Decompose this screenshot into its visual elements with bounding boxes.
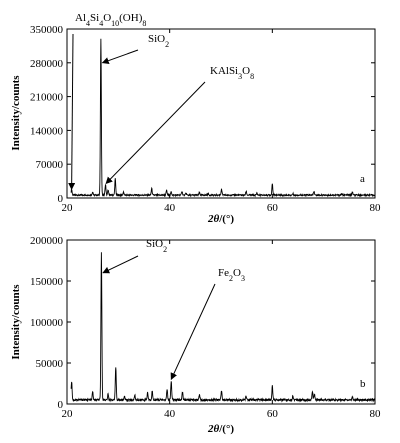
panel-b-x-ticks: 20 40 60 80 [62, 240, 382, 420]
panel-a-x-axis-symbol: 2θ [207, 213, 220, 225]
peak-annotation-label: SiO2 [146, 238, 167, 254]
annotation-text: SiO [148, 33, 165, 45]
y-tick-label: 100000 [30, 317, 64, 329]
panel-a-frame [66, 28, 376, 199]
panel-a-pattern-line [70, 38, 376, 198]
panel-a-x-axis-unit: /(°) [218, 213, 234, 225]
x-tick-label: 80 [370, 202, 382, 214]
peak-annotation-label: SiO2 [148, 33, 169, 49]
annotation-text: O [233, 267, 241, 279]
panel-b-y-axis-label: Intensity/counts [10, 284, 22, 360]
panel-a-y-axis-label: Intensity/counts [10, 75, 22, 151]
peak-annotation-label: KAlSi3O8 [210, 65, 254, 81]
annotation-subscript: 4 [99, 19, 103, 28]
annotation-text: Al [75, 12, 86, 24]
panel-b-frame [66, 239, 376, 405]
annotation-subscript: 8 [142, 19, 146, 28]
y-tick-label: 0 [58, 193, 64, 205]
peak-annotation-label: Al4Si4O10(OH)8 [75, 12, 146, 28]
annotation-subscript: 2 [229, 274, 233, 283]
annotation-subscript: 2 [163, 245, 167, 254]
annotation-arrow [170, 283, 216, 381]
x-tick-label: 40 [164, 202, 176, 214]
annotation-arrow [105, 81, 206, 185]
panel-b-y-ticks: 0 50000 100000 150000 200000 [30, 235, 375, 411]
panel-a-y-ticks: 0 70000 140000 210000 280000 350000 [30, 24, 375, 205]
annotation-subscript: 2 [165, 40, 169, 49]
annotation-arrow [101, 49, 139, 64]
y-tick-label: 280000 [30, 58, 64, 70]
panel-a-label: a [360, 173, 365, 185]
panel-a-x-ticks: 20 40 60 80 [62, 29, 382, 214]
y-tick-label: 0 [58, 399, 64, 411]
annotation-arrow [102, 255, 139, 274]
annotation-subscript: 8 [250, 72, 254, 81]
annotation-text: KAlSi [210, 65, 238, 77]
panel-b-label: b [360, 378, 366, 390]
y-tick-label: 50000 [36, 358, 64, 370]
annotation-text: Si [90, 12, 99, 24]
x-tick-label: 60 [267, 408, 279, 420]
y-tick-label: 210000 [30, 92, 64, 104]
y-tick-label: 150000 [30, 276, 64, 288]
x-tick-label: 40 [164, 408, 176, 420]
x-tick-label: 20 [62, 202, 74, 214]
annotation-subscript: 3 [238, 72, 242, 81]
annotation-subscript: 10 [111, 19, 119, 28]
y-tick-label: 70000 [36, 159, 64, 171]
annotation-text: SiO [146, 238, 163, 250]
annotation-text: O [103, 12, 111, 24]
panel-b-x-axis-symbol: 2θ [207, 423, 220, 435]
y-tick-label: 140000 [30, 125, 64, 137]
x-tick-label: 20 [62, 408, 74, 420]
peak-annotation-label: Fe2O3 [218, 267, 245, 283]
annotation-text: Fe [218, 267, 229, 279]
panel-b-x-axis-label: 2θ/(°) [207, 423, 234, 435]
annotation-subscript: 4 [86, 19, 90, 28]
annotation-subscript: 3 [241, 274, 245, 283]
panel-a: 0 70000 140000 210000 280000 350000 20 40 60 80 … [10, 12, 381, 225]
x-tick-label: 80 [370, 408, 382, 420]
panel-b-pattern-line [70, 252, 376, 403]
annotation-arrow [68, 33, 76, 191]
x-tick-label: 60 [267, 202, 279, 214]
y-tick-label: 200000 [30, 235, 64, 247]
panel-b-x-axis-unit: /(°) [218, 423, 234, 435]
annotation-text: O [242, 65, 250, 77]
panel-a-x-axis-label: 2θ/(°) [207, 213, 234, 225]
y-tick-label: 350000 [30, 24, 64, 36]
annotation-text: (OH) [119, 12, 143, 24]
